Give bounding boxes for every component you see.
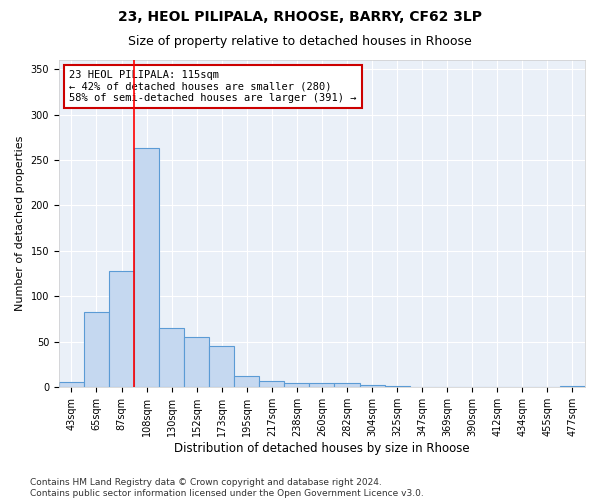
- Text: Size of property relative to detached houses in Rhoose: Size of property relative to detached ho…: [128, 35, 472, 48]
- Bar: [59, 382, 84, 388]
- Bar: [385, 386, 410, 388]
- Text: Contains HM Land Registry data © Crown copyright and database right 2024.
Contai: Contains HM Land Registry data © Crown c…: [30, 478, 424, 498]
- Y-axis label: Number of detached properties: Number of detached properties: [15, 136, 25, 312]
- Text: 23 HEOL PILIPALA: 115sqm
← 42% of detached houses are smaller (280)
58% of semi-: 23 HEOL PILIPALA: 115sqm ← 42% of detach…: [70, 70, 357, 103]
- Bar: [84, 312, 109, 388]
- Bar: [209, 346, 234, 388]
- Bar: [560, 386, 585, 388]
- Bar: [334, 383, 359, 388]
- Bar: [359, 384, 385, 388]
- Bar: [109, 271, 134, 388]
- Bar: [159, 328, 184, 388]
- Bar: [234, 376, 259, 388]
- Text: 23, HEOL PILIPALA, RHOOSE, BARRY, CF62 3LP: 23, HEOL PILIPALA, RHOOSE, BARRY, CF62 3…: [118, 10, 482, 24]
- Bar: [259, 381, 284, 388]
- Bar: [284, 383, 310, 388]
- Bar: [310, 383, 334, 388]
- X-axis label: Distribution of detached houses by size in Rhoose: Distribution of detached houses by size …: [174, 442, 470, 455]
- Bar: [184, 338, 209, 388]
- Bar: [134, 148, 159, 388]
